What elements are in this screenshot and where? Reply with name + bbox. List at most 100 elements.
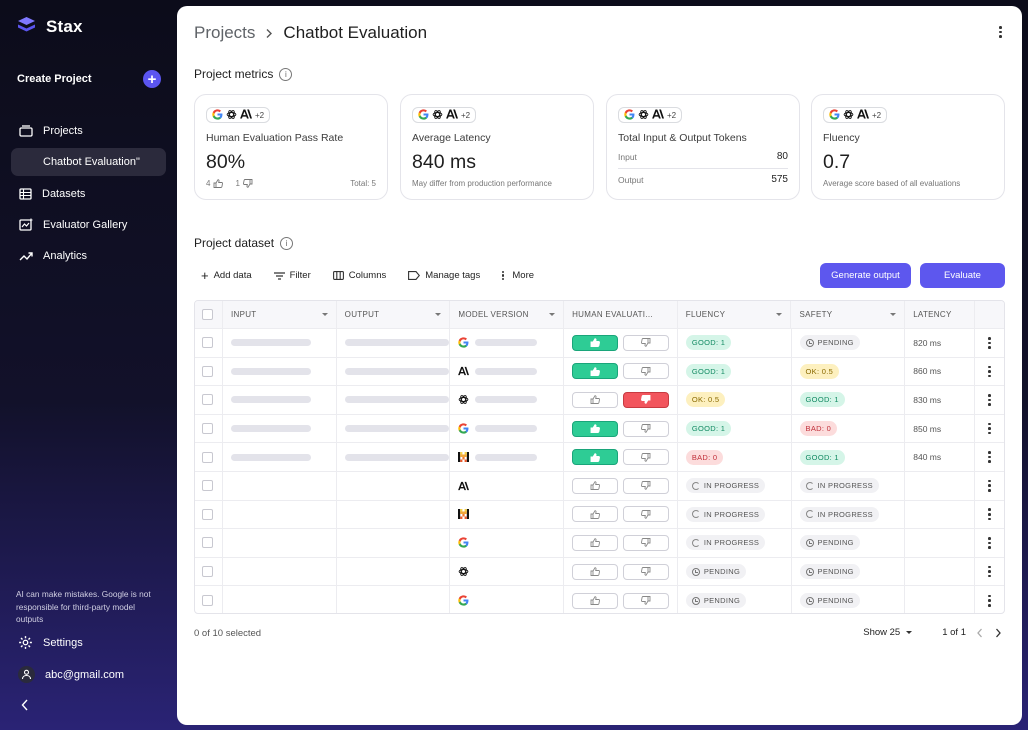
row-checkbox[interactable] bbox=[202, 595, 213, 607]
input-cell[interactable] bbox=[223, 443, 337, 471]
row-more-menu-button[interactable] bbox=[975, 586, 1004, 613]
more-button[interactable]: More bbox=[502, 269, 534, 282]
thumbs-down-button[interactable] bbox=[623, 449, 670, 466]
select-all-checkbox[interactable] bbox=[202, 309, 213, 320]
output-cell[interactable] bbox=[337, 557, 451, 586]
table-row[interactable]: GOOD: 1 OK: 0.5 860 ms bbox=[195, 357, 1004, 387]
row-checkbox[interactable] bbox=[202, 337, 213, 349]
row-more-menu-button[interactable] bbox=[975, 329, 1004, 357]
row-checkbox[interactable] bbox=[202, 480, 213, 492]
sidebar-item-evaluator-gallery[interactable]: Evaluator Gallery bbox=[11, 211, 166, 239]
breadcrumb-projects-link[interactable]: Projects bbox=[194, 23, 256, 42]
thumbs-down-button[interactable] bbox=[623, 592, 670, 609]
generate-output-button[interactable]: Generate output bbox=[820, 263, 911, 288]
row-checkbox[interactable] bbox=[202, 508, 213, 520]
output-cell[interactable] bbox=[337, 357, 451, 386]
columns-button[interactable]: Columns bbox=[332, 269, 386, 282]
thumbs-down-button[interactable] bbox=[623, 334, 670, 351]
row-more-menu-button[interactable] bbox=[975, 558, 1004, 586]
row-checkbox[interactable] bbox=[202, 451, 213, 463]
thumbs-down-button[interactable] bbox=[623, 506, 670, 523]
table-row[interactable]: IN PROGRESS PENDING bbox=[195, 529, 1004, 558]
row-checkbox[interactable] bbox=[202, 423, 213, 435]
column-header-model-version[interactable]: MODEL VERSION bbox=[450, 301, 565, 328]
sidebar-item-datasets[interactable]: Datasets bbox=[11, 180, 166, 208]
input-cell[interactable] bbox=[223, 357, 337, 386]
column-header-input[interactable]: INPUT bbox=[223, 301, 337, 328]
sidebar-item-analytics[interactable]: Analytics bbox=[11, 242, 166, 270]
thumbs-up-button[interactable] bbox=[572, 420, 619, 437]
table-row[interactable]: GOOD: 1 BAD: 0 850 ms bbox=[195, 414, 1004, 444]
table-row[interactable]: GOOD: 1 PENDING 820 ms bbox=[195, 329, 1004, 358]
row-checkbox[interactable] bbox=[202, 566, 213, 578]
row-more-menu-button[interactable] bbox=[975, 386, 1004, 414]
thumbs-down-button[interactable] bbox=[623, 563, 670, 580]
input-cell[interactable] bbox=[223, 557, 337, 586]
column-header-safety[interactable]: SAFETY bbox=[791, 301, 906, 328]
row-more-menu-button[interactable] bbox=[975, 472, 1004, 500]
thumbs-up-button[interactable] bbox=[572, 506, 619, 523]
add-data-button[interactable]: + Add data bbox=[201, 269, 252, 282]
manage-tags-button[interactable]: Manage tags bbox=[408, 269, 480, 282]
thumbs-up-button[interactable] bbox=[572, 563, 619, 580]
evaluate-button[interactable]: Evaluate bbox=[920, 263, 1005, 288]
info-icon[interactable]: i bbox=[279, 67, 293, 81]
row-more-menu-button[interactable] bbox=[975, 501, 1004, 529]
table-row[interactable]: BAD: 0 GOOD: 1 840 ms bbox=[195, 443, 1004, 472]
input-cell[interactable] bbox=[223, 414, 337, 443]
sidebar-item-projects[interactable]: Projects bbox=[11, 117, 166, 145]
input-cell[interactable] bbox=[223, 586, 337, 613]
output-cell[interactable] bbox=[337, 443, 451, 471]
sidebar-item-chatbot-evaluation[interactable]: Chatbot Evaluation" bbox=[11, 148, 166, 177]
input-cell[interactable] bbox=[223, 329, 337, 357]
thumbs-down-button[interactable] bbox=[623, 420, 670, 437]
thumbs-up-button[interactable] bbox=[572, 534, 619, 551]
row-more-menu-button[interactable] bbox=[975, 415, 1004, 443]
input-cell[interactable] bbox=[223, 529, 337, 557]
output-cell[interactable] bbox=[337, 500, 451, 529]
create-project-button[interactable]: Create Project + bbox=[17, 70, 161, 88]
table-row[interactable]: PENDING PENDING bbox=[195, 586, 1004, 613]
row-more-menu-button[interactable] bbox=[975, 443, 1004, 471]
thumbs-down-button[interactable] bbox=[623, 391, 670, 408]
table-row[interactable]: PENDING PENDING bbox=[195, 557, 1004, 587]
table-row[interactable]: IN PROGRESS IN PROGRESS bbox=[195, 471, 1004, 501]
page-more-menu-button[interactable] bbox=[999, 26, 1002, 38]
row-more-menu-button[interactable] bbox=[975, 529, 1004, 557]
column-header-fluency[interactable]: FLUENCY bbox=[678, 301, 792, 328]
settings-button[interactable]: Settings bbox=[18, 635, 83, 650]
output-cell[interactable] bbox=[337, 529, 451, 557]
output-cell[interactable] bbox=[337, 386, 451, 414]
thumbs-down-button[interactable] bbox=[623, 477, 670, 494]
info-icon[interactable]: i bbox=[280, 236, 294, 250]
column-header-output[interactable]: OUTPUT bbox=[337, 301, 451, 328]
page-size-select[interactable]: Show 25 bbox=[863, 627, 913, 638]
output-cell[interactable] bbox=[337, 414, 451, 443]
input-cell[interactable] bbox=[223, 386, 337, 414]
row-checkbox[interactable] bbox=[202, 394, 213, 406]
thumbs-down-button[interactable] bbox=[623, 534, 670, 551]
input-cell[interactable] bbox=[223, 500, 337, 529]
row-more-menu-button[interactable] bbox=[975, 358, 1004, 386]
collapse-sidebar-button[interactable] bbox=[20, 698, 30, 716]
output-cell[interactable] bbox=[337, 329, 451, 357]
brand[interactable]: Stax bbox=[17, 16, 83, 38]
output-cell[interactable] bbox=[337, 471, 451, 500]
thumbs-up-button[interactable] bbox=[572, 449, 619, 466]
thumbs-up-button[interactable] bbox=[572, 592, 619, 609]
next-page-button[interactable] bbox=[994, 628, 1002, 638]
row-checkbox[interactable] bbox=[202, 365, 213, 377]
input-cell[interactable] bbox=[223, 471, 337, 500]
output-cell[interactable] bbox=[337, 586, 451, 613]
prev-page-button[interactable] bbox=[976, 628, 984, 638]
thumbs-up-button[interactable] bbox=[572, 363, 619, 380]
table-row[interactable]: OK: 0.5 GOOD: 1 830 ms bbox=[195, 386, 1004, 415]
table-row[interactable]: IN PROGRESS IN PROGRESS bbox=[195, 500, 1004, 530]
thumbs-up-button[interactable] bbox=[572, 391, 619, 408]
filter-button[interactable]: Filter bbox=[273, 269, 311, 282]
column-header-human-evaluation[interactable]: HUMAN EVALUATI... bbox=[564, 301, 678, 328]
column-header-latency[interactable]: LATENCY bbox=[905, 301, 976, 328]
thumbs-down-button[interactable] bbox=[623, 363, 670, 380]
thumbs-up-button[interactable] bbox=[572, 477, 619, 494]
row-checkbox[interactable] bbox=[202, 537, 213, 549]
